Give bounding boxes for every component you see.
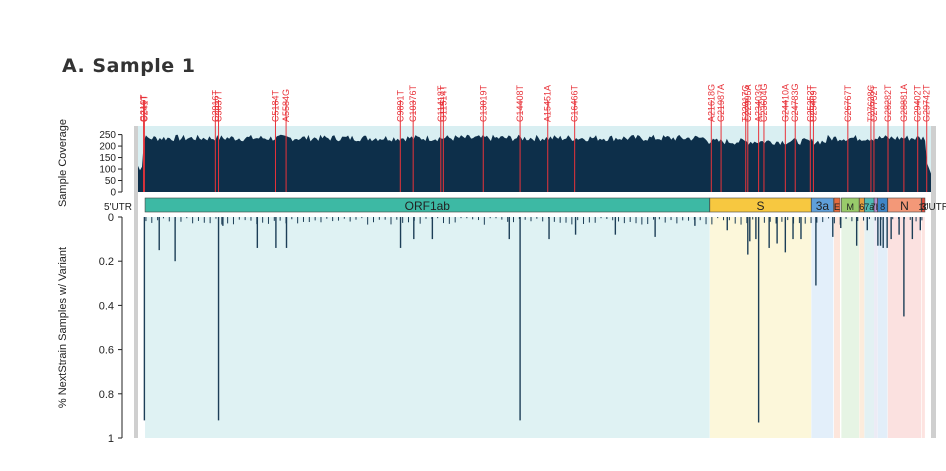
variant-label-C27752T: C27752T (869, 84, 879, 122)
coverage-y-tick-label: 100 (99, 165, 116, 176)
region-bg-8 (877, 217, 888, 438)
variant-label-G28282T: G28282T (883, 84, 893, 122)
gene-label-7b: 7b (871, 202, 881, 212)
gene-label-5UTR: 5'UTR (104, 202, 132, 213)
gene-label-3UTR: 3'UTR (921, 202, 946, 213)
variant-label-C9891T: C9891T (395, 89, 405, 122)
variant-label-G29742T: G29742T (922, 84, 932, 122)
gene-box-E (833, 197, 841, 213)
panel-title: A. Sample 1 (62, 55, 196, 77)
region-bg-7b (874, 217, 878, 438)
frequency-y-tick-label: 1 (108, 433, 114, 445)
coverage-y-axis-label: Sample Coverage (57, 119, 69, 207)
frequency-y-tick-label: 0.2 (99, 256, 114, 268)
region-bg-7a (864, 217, 875, 438)
variant-label-G21987A: G21987A (716, 84, 726, 122)
gene-label-8: 8 (880, 202, 885, 212)
gene-label-M: M (846, 202, 854, 212)
gene-label-N: N (900, 199, 909, 213)
variant-label-C25469T: C25469T (808, 84, 818, 122)
variant-label-C16466T: C16466T (570, 84, 580, 122)
gene-label-10: 10 (918, 202, 928, 212)
plot-right-border (931, 126, 936, 438)
variant-label-C13019T: C13019T (478, 84, 488, 122)
variant-label-A15451A: A15451A (543, 85, 553, 122)
coverage-area-layer (138, 134, 931, 192)
variant-label-A23403G: A23403G (754, 84, 764, 122)
variant-label-G24410A: G24410A (780, 84, 790, 122)
variant-label-C5184T: C5184T (271, 89, 281, 122)
region-bg-10 (921, 217, 925, 438)
frequency-y-tick-label: 0.8 (99, 389, 114, 401)
gene-label-6: 6 (859, 202, 864, 212)
coverage-area (138, 134, 931, 192)
variant-label-C14408T: C14408T (515, 84, 525, 122)
region-bg-5UTR (138, 217, 146, 438)
coverage-y-tick-label: 200 (99, 142, 116, 153)
variant-label-C25352T: C25352T (805, 84, 815, 122)
frequency-y-tick-label: 0 (108, 212, 114, 224)
coverage-y-tick-label: 0 (110, 188, 116, 199)
coverage-y-tick-label: 250 (99, 130, 116, 141)
variant-label-A21618G: A21618G (706, 84, 716, 122)
variant-label-C11418T: C11418T (436, 85, 446, 122)
variant-label-C29402T: C29402T (913, 84, 923, 122)
variant-label-A5584G: A5584G (281, 89, 291, 122)
variant-label-T27638C: T27638C (866, 84, 876, 122)
variant-label-C22995A: C22995A (743, 84, 753, 122)
variant-label-G28881A: G28881A (899, 84, 909, 122)
variant-label-C3037T: C3037T (214, 89, 224, 122)
gene-box-8 (877, 197, 888, 213)
coverage-y-tick-label: 150 (99, 153, 116, 164)
gene-label-ORF1ab: ORF1ab (405, 199, 451, 213)
region-bg-M (841, 217, 860, 438)
variant-label-C23604G: C23604G (759, 83, 769, 122)
variant-label-C26767T: C26767T (843, 84, 853, 122)
region-bg-S (709, 217, 812, 438)
variant-label-G210T: G210T (139, 94, 149, 122)
region-bg-E (833, 217, 841, 438)
variant-label-C24783G: C24783G (790, 83, 800, 122)
gene-box-N (887, 197, 922, 213)
frequency-y-axis-label: % NextStrain Samples w/ Variant (57, 247, 69, 408)
coverage-y-tick-label: 50 (105, 176, 117, 187)
gene-label-S: S (756, 199, 764, 213)
region-bg-6 (859, 217, 865, 438)
frequency-y-tick-label: 0.4 (99, 300, 114, 312)
gene-label-3a: 3a (816, 199, 830, 213)
variant-label-C241T: C241T (139, 94, 149, 122)
gene-box-10 (921, 197, 926, 213)
plot-left-border (134, 126, 138, 438)
gene-label-E: E (834, 202, 840, 212)
variant-label-C2916T: C2916T (210, 89, 220, 122)
variant-frequency-bars (143, 217, 923, 423)
gene-box-3a (811, 197, 834, 213)
region-bg-3UTR (924, 217, 931, 438)
region-bg-3a (811, 217, 834, 438)
gene-label-7a: 7a (864, 202, 874, 212)
region-bg-ORF1ab (145, 217, 710, 438)
variant-label-G11514T: G11514T (438, 85, 448, 122)
frequency-y-tick-label: 0.6 (99, 345, 114, 357)
variant-label-T22917G: T22917G (741, 84, 751, 122)
variant-label-C10376T: C10376T (408, 84, 418, 122)
variant-lines-layer (143, 100, 928, 192)
